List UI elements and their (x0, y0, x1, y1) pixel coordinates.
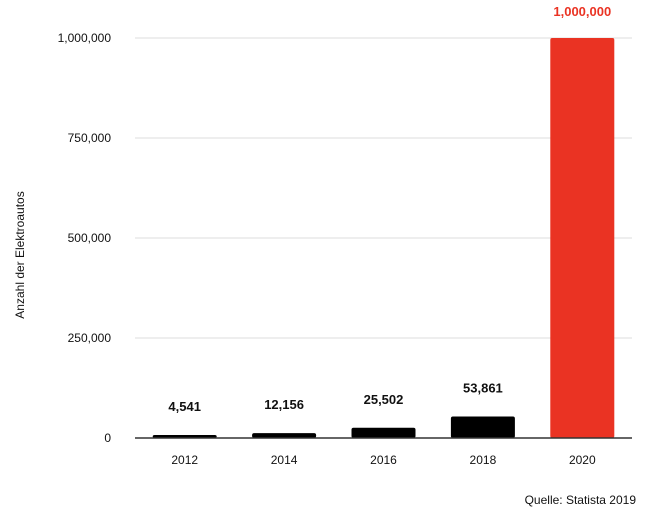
x-tick-label: 2016 (370, 453, 397, 467)
y-tick-label: 500,000 (68, 231, 112, 245)
x-tick-label: 2014 (271, 453, 298, 467)
y-tick-label: 0 (104, 431, 111, 445)
y-tick-label: 1,000,000 (58, 31, 112, 45)
data-label: 4,541 (168, 399, 201, 414)
bar (450, 416, 515, 438)
bar (351, 427, 416, 438)
x-tick-label: 2018 (470, 453, 497, 467)
bar (252, 433, 317, 438)
source-note: Quelle: Statista 2019 (524, 493, 636, 507)
y-axis-label: Anzahl der Elektroautos (13, 191, 27, 319)
y-tick-label: 250,000 (68, 331, 112, 345)
data-label: 1,000,000 (553, 4, 611, 19)
y-tick-label: 750,000 (68, 131, 112, 145)
x-tick-label: 2012 (171, 453, 198, 467)
data-label: 12,156 (264, 397, 304, 412)
x-tick-label: 2020 (569, 453, 596, 467)
data-label: 25,502 (364, 392, 404, 407)
data-label: 53,861 (463, 380, 503, 395)
bar (550, 38, 615, 438)
